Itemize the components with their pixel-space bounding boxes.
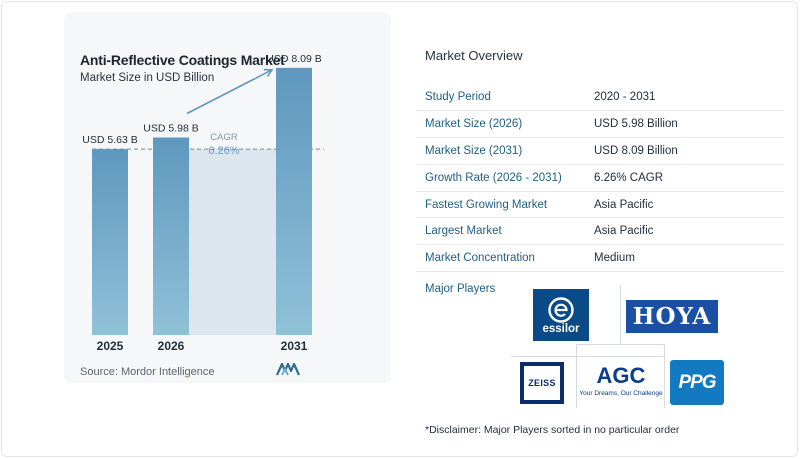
source-label: Source: — [80, 366, 118, 378]
ppg-logo: PPG — [670, 360, 724, 405]
bar-chart: USD 5.63 B 2025 USD 5.98 B 2026 USD 8.09 B 20… — [82, 53, 324, 353]
bar-value-label: USD 5.98 B — [143, 123, 198, 135]
bar-2026 — [153, 137, 189, 335]
bar-2031 — [276, 67, 312, 335]
overview-row: Growth Rate (2026 - 2031) 6.26% CAGR — [416, 164, 784, 192]
overview-value: Asia Pacific — [587, 191, 784, 219]
agc-logo: AGC Your Dreams, Our Challenge — [579, 358, 663, 404]
growth-band — [189, 149, 276, 335]
logo-divider — [576, 344, 577, 408]
agc-wordmark: AGC — [596, 363, 646, 388]
overview-row: Market Size (2026) USD 5.98 Billion — [416, 110, 784, 139]
agc-tagline: Your Dreams, Our Challenge — [579, 390, 663, 397]
cagr-arrow — [186, 69, 273, 115]
overview-value: Asia Pacific — [587, 217, 784, 246]
essilor-logo: essilor — [533, 289, 589, 341]
overview-row: Market Size (2031) USD 8.09 Billion — [416, 137, 784, 165]
logo-divider — [511, 356, 665, 357]
overview-row: Market Concentration Medium — [416, 244, 784, 273]
source-note: Source: Mordor Intelligence — [80, 366, 215, 378]
bar-value-label: USD 8.09 B — [266, 53, 321, 65]
x-tick-label: 2025 — [97, 339, 124, 353]
zeiss-inner: ZEISS — [524, 366, 560, 400]
bar-value-label: USD 5.63 B — [82, 134, 137, 146]
mordor-logo-icon — [276, 362, 300, 376]
chart-title: Anti-Reflective Coatings Market — [80, 52, 285, 68]
zeiss-logo: ZEISS — [520, 362, 564, 404]
ppg-wordmark: PPG — [678, 371, 716, 393]
essilor-e-icon — [548, 296, 574, 323]
cagr-label: CAGR — [210, 132, 238, 143]
overview-table: Study Period 2020 - 2031 Market Size (2026… — [416, 84, 784, 273]
hoya-logo: HOYA — [626, 300, 718, 333]
chart-subtitle: Market Size in USD Billion — [80, 72, 215, 84]
overview-value: USD 5.98 Billion — [587, 110, 784, 139]
major-players-title: Major Players — [425, 283, 496, 295]
overview-row: Study Period 2020 - 2031 — [416, 84, 784, 112]
overview-key: Market Size (2031) — [416, 137, 587, 165]
overview-row: Largest Market Asia Pacific — [416, 217, 784, 246]
overview-key: Growth Rate (2026 - 2031) — [416, 164, 587, 192]
cagr-arrowhead — [263, 68, 274, 77]
logo-divider — [664, 344, 665, 408]
source-name: Mordor Intelligence — [120, 366, 215, 378]
overview-key: Largest Market — [416, 217, 587, 246]
overview-value: 6.26% CAGR — [587, 164, 784, 192]
overview-title: Market Overview — [425, 48, 523, 63]
x-tick-label: 2026 — [158, 339, 185, 353]
x-tick-label: 2031 — [281, 339, 308, 353]
cagr-value: 6.26% — [208, 145, 239, 157]
overview-key: Study Period — [416, 84, 587, 112]
overview-key: Market Size (2026) — [416, 110, 587, 139]
essilor-wordmark: essilor — [542, 322, 580, 335]
bar-2025 — [92, 149, 128, 335]
zeiss-wordmark: ZEISS — [528, 378, 556, 388]
overview-value: 2020 - 2031 — [587, 84, 784, 112]
overview-row: Fastest Growing Market Asia Pacific — [416, 191, 784, 219]
logo-divider — [576, 344, 665, 345]
overview-value: Medium — [587, 244, 784, 273]
overview-value: USD 8.09 Billion — [587, 137, 784, 165]
overview-key: Fastest Growing Market — [416, 191, 587, 219]
hoya-wordmark: HOYA — [632, 303, 712, 330]
logo-divider — [620, 285, 621, 345]
disclaimer-note: *Disclaimer: Major Players sorted in no … — [425, 424, 680, 436]
overview-key: Market Concentration — [416, 244, 587, 273]
